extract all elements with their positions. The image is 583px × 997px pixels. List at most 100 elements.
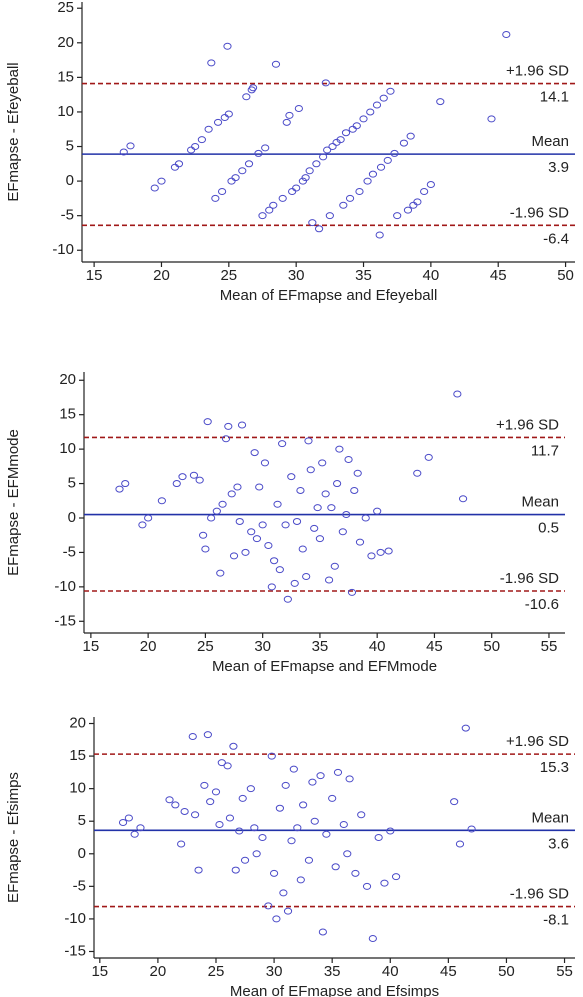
x-axis-title: Mean of EFmapse and Efeyeball — [220, 287, 438, 304]
point — [327, 504, 336, 512]
y-axis-title: EFmapse - EFMmode — [5, 429, 22, 576]
point — [299, 801, 308, 809]
point — [328, 143, 337, 151]
point — [455, 840, 465, 848]
point — [383, 156, 392, 164]
y-tick-label: -10 — [52, 241, 74, 258]
x-tick-label: 20 — [153, 267, 170, 284]
point — [296, 486, 305, 494]
y-tick-label: -5 — [61, 207, 74, 224]
point — [502, 31, 511, 38]
point — [282, 118, 291, 126]
point — [126, 142, 135, 150]
point — [241, 548, 250, 556]
point — [343, 850, 352, 858]
point — [332, 480, 342, 488]
y-tick-label: 5 — [66, 137, 74, 154]
y-tick-label: 5 — [68, 475, 76, 492]
point — [292, 517, 302, 525]
point — [386, 87, 395, 95]
point — [304, 856, 314, 864]
point — [330, 562, 339, 570]
point — [351, 869, 360, 877]
x-tick-label: 50 — [498, 963, 515, 980]
point — [301, 174, 310, 182]
point — [325, 212, 334, 220]
point — [269, 869, 279, 877]
point — [312, 160, 321, 168]
point — [174, 160, 184, 168]
x-tick-label: 45 — [490, 267, 507, 284]
point — [242, 93, 251, 101]
point — [267, 583, 276, 591]
point — [384, 547, 393, 555]
point — [361, 514, 370, 522]
x-tick-label: 35 — [355, 267, 372, 284]
point — [221, 435, 231, 443]
point — [336, 136, 345, 144]
point — [215, 820, 224, 828]
point — [294, 104, 303, 112]
point — [399, 139, 409, 147]
reference-value: -8.1 — [543, 912, 569, 929]
point — [373, 507, 382, 515]
point — [217, 187, 227, 195]
point — [130, 830, 139, 838]
point — [275, 804, 284, 812]
point — [203, 418, 212, 426]
point — [157, 177, 166, 185]
point — [487, 115, 496, 123]
point — [458, 495, 468, 503]
point — [119, 148, 128, 156]
point — [341, 129, 351, 137]
y-tick-label: 10 — [57, 103, 74, 120]
point — [413, 469, 422, 477]
y-tick-label: 5 — [78, 812, 86, 829]
reference-label: +1.96 SD — [506, 63, 569, 80]
point — [254, 149, 263, 157]
point — [353, 469, 362, 477]
point — [393, 212, 402, 220]
point — [195, 476, 204, 484]
x-tick-label: 30 — [254, 638, 271, 655]
point — [338, 528, 347, 536]
y-tick-label: 15 — [57, 68, 74, 85]
point — [211, 788, 221, 796]
point — [436, 98, 445, 106]
point — [347, 588, 357, 596]
point — [339, 820, 348, 828]
reference-label: Mean — [521, 494, 559, 511]
point — [165, 796, 174, 804]
point — [380, 879, 389, 887]
point — [374, 834, 383, 841]
y-tick-label: 10 — [69, 780, 86, 797]
point — [204, 125, 213, 133]
point — [207, 59, 216, 67]
point — [318, 928, 327, 936]
point — [315, 535, 325, 543]
point — [261, 144, 270, 152]
point — [288, 187, 297, 195]
point — [189, 471, 199, 479]
point — [305, 167, 314, 175]
point — [264, 902, 273, 910]
point — [285, 111, 294, 119]
x-tick-label: 55 — [556, 963, 573, 980]
point — [258, 834, 267, 841]
point — [290, 579, 299, 587]
point — [255, 483, 264, 491]
point — [273, 500, 282, 508]
point — [368, 170, 378, 178]
x-tick-label: 40 — [423, 267, 440, 284]
point — [188, 733, 197, 741]
point — [227, 177, 236, 185]
point — [352, 122, 361, 130]
point — [281, 521, 290, 529]
x-tick-label: 25 — [220, 267, 237, 284]
point — [238, 794, 247, 802]
y-tick-label: 20 — [59, 371, 76, 388]
point — [283, 907, 293, 915]
point — [375, 231, 384, 239]
point — [115, 485, 124, 493]
